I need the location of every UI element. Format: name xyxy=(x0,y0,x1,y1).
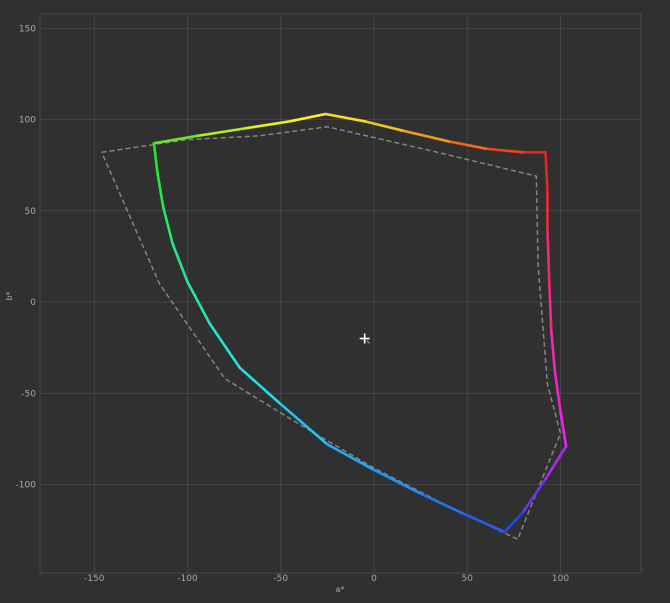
gamut-segment-17 xyxy=(521,477,547,514)
y-axis-label: b* xyxy=(5,291,14,300)
measured-gamut-line xyxy=(152,112,568,534)
gamut-segment-6 xyxy=(161,205,174,245)
gamut-segment-22 xyxy=(548,282,553,331)
gamut-segment-4 xyxy=(152,141,159,176)
x-tick-label: 0 xyxy=(371,574,377,584)
y-tick-label: -50 xyxy=(21,389,36,399)
gamut-segment-27 xyxy=(484,147,525,154)
gamut-segment-7 xyxy=(171,242,189,284)
y-tick-label: 50 xyxy=(25,207,37,217)
grid-vertical-lines xyxy=(93,14,561,573)
reference-gamut-dashed-line xyxy=(101,126,562,540)
x-axis-label: a* xyxy=(336,585,345,594)
gamut-segment-2 xyxy=(195,127,245,138)
gamut-segment-14 xyxy=(419,492,465,516)
gamut-segment-1 xyxy=(242,120,292,130)
gamut-segment-3 xyxy=(152,134,199,145)
x-tick-label: 100 xyxy=(552,574,569,584)
plot-frame xyxy=(39,13,642,574)
y-tick-label: 150 xyxy=(19,24,36,34)
gamut-segment-9 xyxy=(208,322,242,370)
y-tick-label: 100 xyxy=(19,116,36,126)
gamut-segment-21 xyxy=(549,328,557,373)
white-point-marker xyxy=(359,333,371,344)
gamut-segment-13 xyxy=(372,468,422,495)
x-tick-label: -100 xyxy=(177,574,198,584)
y-tick-label: 0 xyxy=(30,298,36,308)
gamut-segment-29 xyxy=(400,129,450,143)
gamut-segment-23 xyxy=(546,227,551,286)
gamut-segment-5 xyxy=(156,172,165,209)
x-tick-label: -50 xyxy=(273,574,288,584)
gamut-segment-0 xyxy=(288,112,327,123)
gamut-segment-11 xyxy=(279,402,329,446)
gamut-segment-16 xyxy=(503,510,525,534)
gamut-segment-12 xyxy=(326,443,376,472)
gamut-segment-18 xyxy=(544,444,568,481)
gamut-segment-31 xyxy=(324,112,366,123)
gamut-segment-19 xyxy=(559,410,568,448)
gamut-segment-8 xyxy=(186,280,212,326)
x-tick-label: 50 xyxy=(462,574,474,584)
white-point-layer xyxy=(359,333,371,344)
x-tick-label: -150 xyxy=(84,574,105,584)
gamut-segment-10 xyxy=(238,366,283,406)
y-axis-tick-labels: 150 100 50 0 -50 -100 xyxy=(16,24,37,490)
gamut-segment-25 xyxy=(544,151,549,194)
gamut-series-layer xyxy=(101,112,568,540)
x-axis-tick-labels: -150 -100 -50 0 50 100 xyxy=(84,574,569,584)
y-tick-label: -100 xyxy=(16,481,37,491)
white-point-diag-stroke xyxy=(366,340,371,344)
gamut-segment-30 xyxy=(363,120,404,132)
gamut-segment-28 xyxy=(447,140,488,150)
gamut-segment-15 xyxy=(462,512,506,534)
gamut-segment-20 xyxy=(553,370,562,413)
